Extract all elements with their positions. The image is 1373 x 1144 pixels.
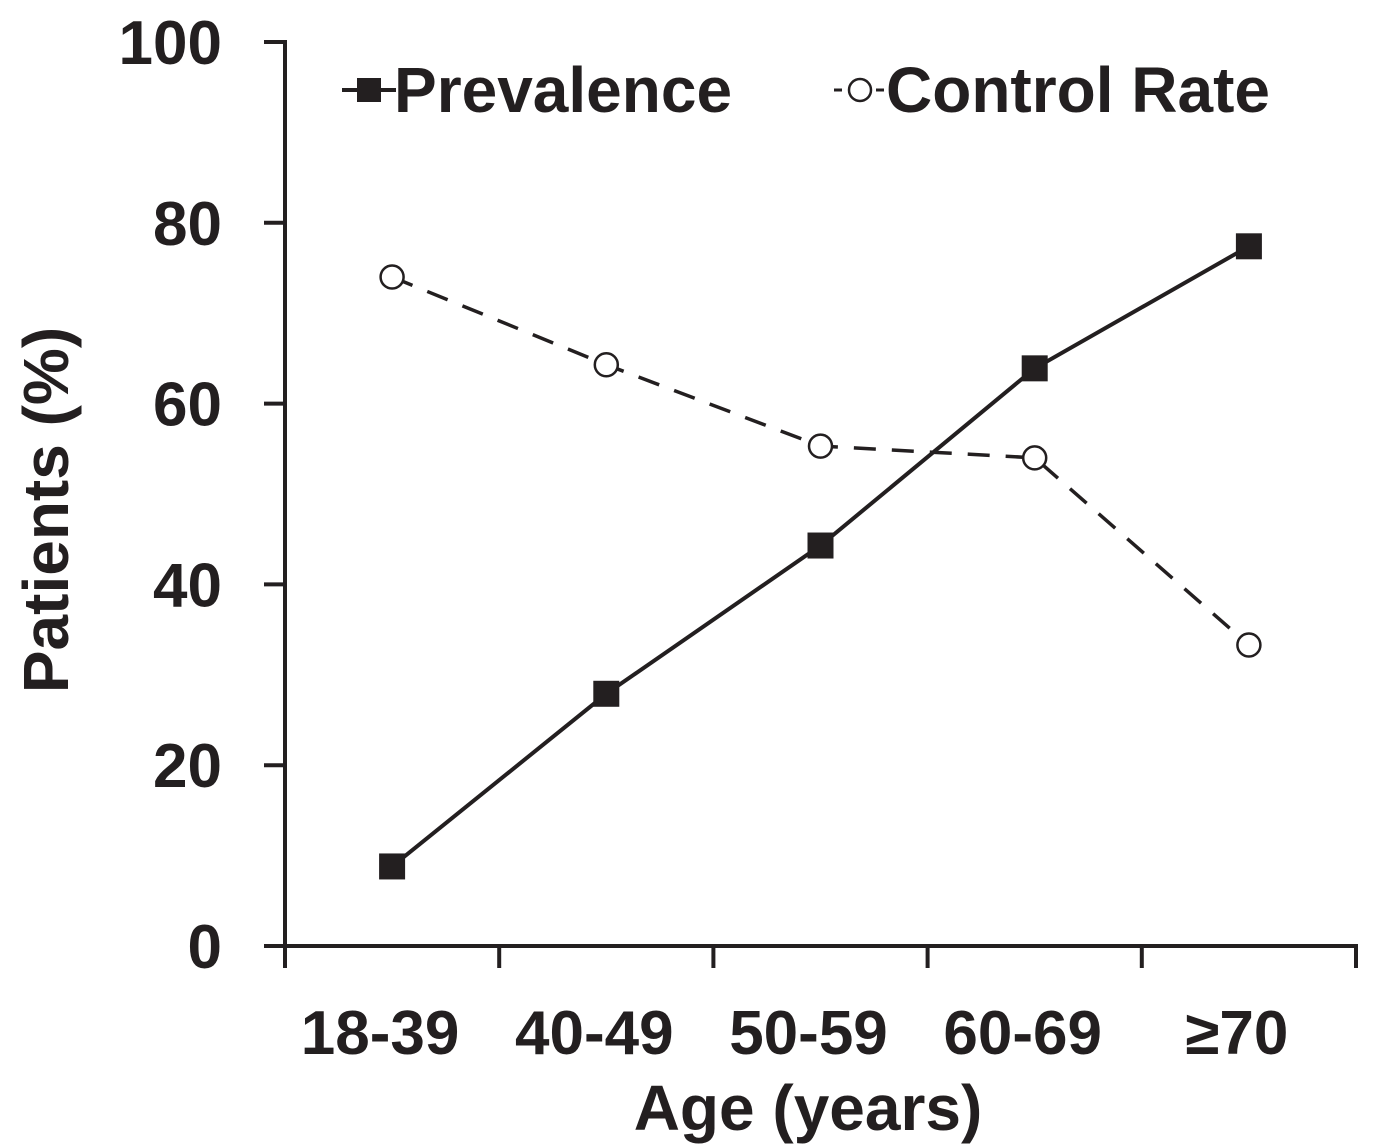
data-point-prevalence [1235,233,1262,260]
legend-prevalence-label: Prevalence [394,54,732,126]
y-tick-label: 20 [153,732,222,801]
data-point-control-rate [1236,632,1262,658]
legend-entry-prevalence: Prevalence [342,54,732,126]
data-point-control-rate [807,433,834,459]
legend-prevalence-marker [357,78,381,102]
x-tick-label: 60-69 [943,999,1102,1068]
legend-entry-control-rate: Control Rate [834,54,1270,126]
y-tick-label: 80 [153,190,222,259]
data-point-prevalence [593,680,620,707]
series-line-control-rate [391,275,1251,647]
series-control-rate [379,264,1262,658]
y-tick-label: 0 [188,913,222,982]
y-axis-title: Patients (%) [10,327,82,693]
x-tick-label: ≥70 [1185,999,1288,1068]
data-point-control-rate [379,264,405,290]
legend-control-rate-marker [847,77,873,103]
y-tick-label: 40 [153,551,222,620]
y-tick-label: 60 [153,371,222,440]
legend: Prevalence Control Rate [342,54,1270,126]
x-tick-label: 50-59 [729,999,888,1068]
x-axis-title: Age (years) [634,1072,983,1144]
x-tick-label: 40-49 [515,999,674,1068]
data-point-control-rate [593,351,620,378]
data-point-prevalence [807,532,834,559]
series-layer [379,233,1262,880]
data-point-prevalence [379,853,406,880]
data-point-control-rate [1021,445,1048,471]
y-axis-ticks: 0 20 40 60 80 100 [119,9,285,982]
series-prevalence [379,233,1262,880]
x-tick-label: 18-39 [301,999,460,1068]
x-axis-ticks: 18-39 40-49 50-59 60-69 ≥70 [283,946,1358,1068]
y-tick-label: 100 [119,9,222,78]
data-point-prevalence [1021,355,1048,382]
legend-control-rate-label: Control Rate [886,54,1270,126]
